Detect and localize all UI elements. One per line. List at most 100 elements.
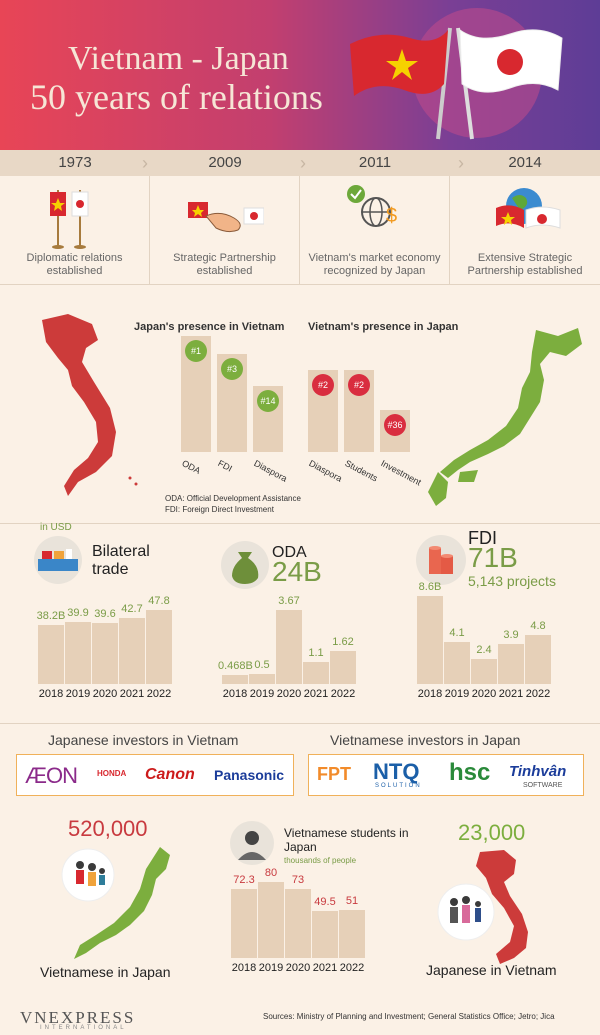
brand-logo: VNEXPRESS [20, 1008, 136, 1027]
year-label: 2022 [525, 688, 551, 700]
bar-value-label: 3.67 [278, 595, 300, 607]
chart-bar [92, 622, 118, 684]
chevron-right-icon: › [300, 153, 306, 173]
chart-bar [285, 888, 311, 958]
rank-badge: #36 [384, 414, 406, 436]
money-bag-icon [221, 541, 269, 589]
year-label: 2022 [146, 688, 172, 700]
year-label: 2020 [92, 688, 118, 700]
presence-label: Students [343, 458, 380, 484]
sources: Sources: Ministry of Planning and Invest… [263, 1012, 555, 1021]
rank-badge: #1 [185, 340, 207, 362]
chart-bar [312, 910, 338, 958]
bar-value-label: 4.1 [449, 627, 465, 640]
jp-in-vn-count: 23,000 [458, 820, 526, 845]
year-label: 2018 [222, 688, 248, 700]
chart-bar [339, 909, 365, 958]
year-2014: 2014 [508, 154, 542, 171]
chart-bar [231, 889, 257, 958]
chart-bar [417, 596, 443, 684]
chart-bar [330, 651, 356, 684]
bar-value-label: 51 [345, 894, 359, 907]
chart-bar [444, 642, 470, 684]
footer: VNEXPRESS INTERNATIONAL Sources: Ministr… [0, 1000, 600, 1035]
chart-bar [471, 659, 497, 684]
year-label: 2018 [417, 688, 443, 700]
presence-label: FDI [216, 458, 234, 474]
year-label: 2018 [231, 962, 257, 974]
divider [0, 284, 600, 285]
rank-badge: #2 [348, 374, 370, 396]
vietnamese-logos-box: FPT NTQ SOLUTION hsc Tinhvân SOFTWARE [308, 754, 584, 796]
timeline-cell-1973: Diplomatic relations established [0, 176, 150, 284]
year-2011: 2011 [358, 154, 392, 171]
unit-label: in USD [40, 522, 72, 533]
bar-value-label: 39.6 [94, 607, 116, 620]
year-label: 2018 [38, 688, 64, 700]
bar-value-label: 38.2B [36, 609, 66, 622]
presence-label: Investment [379, 458, 423, 488]
year-label: 2019 [65, 688, 91, 700]
ntq-sub: SOLUTION [375, 783, 422, 789]
bar-value-label: 1.62 [332, 636, 354, 649]
panasonic-logo: Panasonic [214, 767, 285, 783]
crossed-flags-icon [350, 27, 563, 140]
students-unit: thousands of people [284, 856, 357, 865]
bar-value-label: 72.3 [233, 874, 255, 887]
bar-value-label: 4.8 [530, 619, 546, 632]
oda-total: 24B [272, 556, 322, 587]
timeline-cell-2011: $ Vietnam's market economy recognized by… [300, 176, 450, 284]
coin-stack-icon [416, 535, 466, 585]
chevron-right-icon: › [458, 153, 464, 173]
vn-in-japan-count: 520,000 [68, 816, 148, 841]
globe-dollar-icon: $ [347, 185, 397, 227]
chart-bar [303, 661, 329, 684]
divider [0, 723, 600, 724]
timeline-caption: Diplomatic relations established [26, 252, 123, 277]
canon-logo: Canon [145, 766, 195, 783]
chevron-right-icon: › [142, 153, 148, 173]
timeline-cell-2009: Strategic Partnership established [150, 176, 300, 284]
svg-text:$: $ [386, 205, 397, 227]
bar-value-label: 1.1 [308, 646, 324, 659]
year-label: 2019 [444, 688, 470, 700]
vn-in-japan-label: Vietnamese in Japan [40, 964, 171, 980]
chart-bar [119, 617, 145, 684]
vietnam-presence-title: Vietnam's presence in Japan [308, 321, 459, 333]
aeon-logo: ÆON [25, 763, 78, 788]
oda-title: ODA [272, 544, 307, 561]
bar-value-label: 49.5 [314, 895, 336, 908]
presence-label: ODA [180, 458, 203, 476]
fdi-title: FDI [468, 528, 497, 548]
bar-value-label: 47.8 [148, 595, 170, 607]
year-label: 2022 [339, 962, 365, 974]
timeline-bar [0, 150, 600, 176]
fdi-projects: 5,143 projects [468, 573, 556, 589]
presence-label: Diaspora [252, 458, 289, 484]
year-label: 2021 [303, 688, 329, 700]
chart-bar [222, 674, 248, 684]
chart-bar [38, 624, 64, 684]
bar-value-label: 39.9 [67, 607, 89, 620]
hsc-logo: hsc [449, 759, 491, 786]
japanese-logos-box: ÆON HONDA Canon Panasonic [16, 754, 294, 796]
year-label: 2022 [330, 688, 356, 700]
tinhvan-sub: SOFTWARE [523, 782, 563, 789]
bar-value-label: 73 [291, 873, 305, 886]
bar-value-label: 42.7 [121, 602, 143, 615]
presence-label: Diaspora [307, 458, 344, 484]
chart-bar [249, 673, 275, 684]
bar-value-label: 0.5 [254, 658, 270, 671]
timeline-caption: Extensive Strategic Partnership establis… [467, 252, 583, 277]
chart-bar [525, 634, 551, 684]
title-line-1: Vietnam - Japan [68, 40, 289, 77]
chart-bar [276, 610, 302, 684]
japan-map-icon [428, 328, 582, 506]
year-label: 2021 [498, 688, 524, 700]
timeline-caption: Strategic Partnership established [173, 252, 276, 277]
bar-value-label: 3.9 [503, 629, 519, 642]
year-label: 2019 [249, 688, 275, 700]
port-containers-icon [34, 536, 82, 584]
year-label: 2020 [285, 962, 311, 974]
timeline-caption: Vietnam's market economy recognized by J… [308, 252, 441, 277]
